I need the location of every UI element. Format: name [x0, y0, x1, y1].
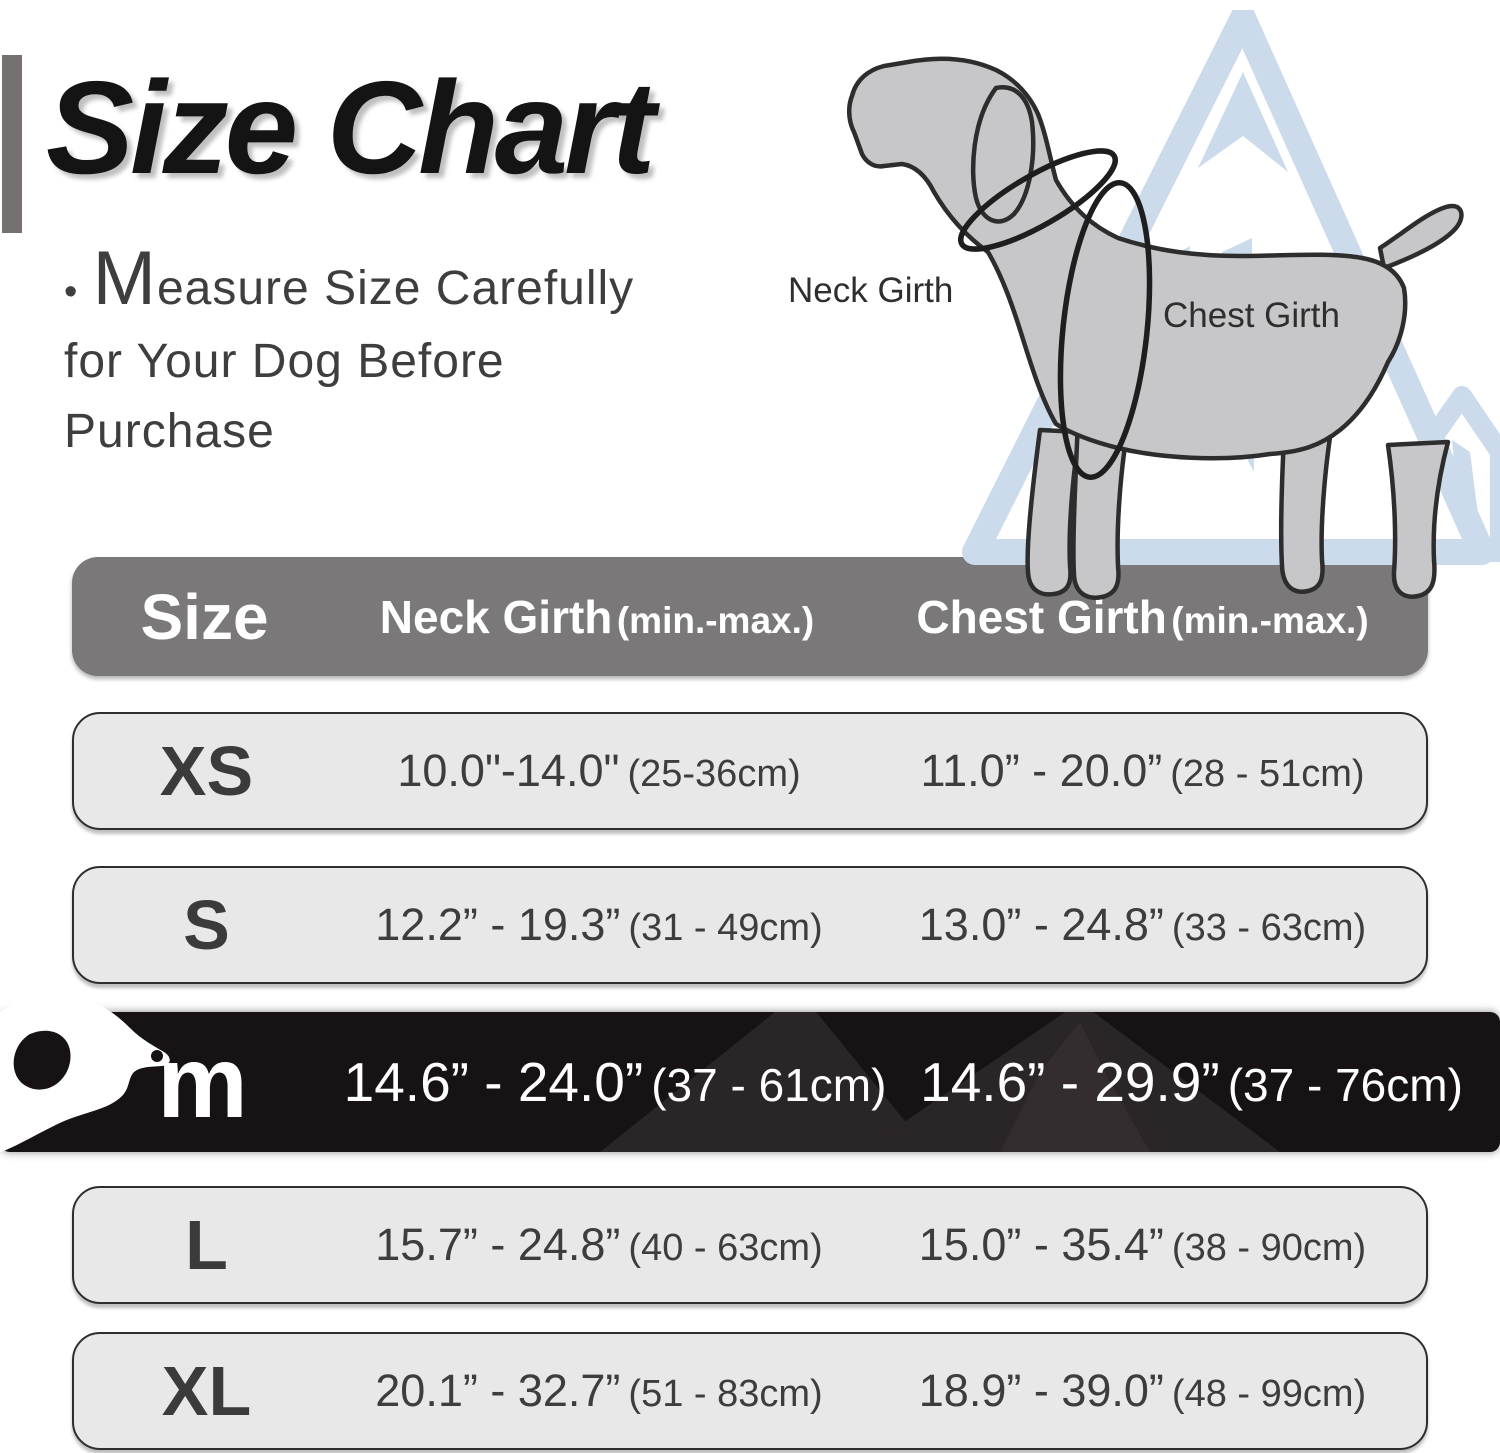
dog-tail: [1377, 203, 1464, 271]
dog-measurement-diagram: Neck Girth Chest Girth: [788, 10, 1500, 600]
neck-girth-value: 12.2” - 19.3” (31 - 49cm): [375, 899, 823, 950]
neck-girth-label: Neck Girth: [788, 271, 953, 310]
size-label: L: [185, 1206, 228, 1284]
neck-girth-loop: [958, 148, 1118, 252]
table-row-s: S 12.2” - 19.3” (31 - 49cm) 13.0” - 24.8”…: [72, 866, 1428, 984]
note-line-1: • Measure Size Carefully: [64, 241, 744, 327]
table-row-xs: XS 10.0"-14.0" (25-36cm) 11.0” - 20.0” (28…: [72, 712, 1428, 830]
header-neck-girth: Neck Girth (min.-max.): [379, 590, 815, 643]
chest-girth-value: 15.0” - 35.4” (38 - 90cm): [918, 1219, 1367, 1270]
size-label: XS: [159, 732, 254, 810]
table-row-xl: XL 20.1” - 32.7” (51 - 83cm) 18.9” - 39.0…: [72, 1332, 1428, 1450]
page-title: Size Chart: [46, 54, 655, 201]
note-line-1-text: easure Size Carefully: [156, 262, 635, 315]
table-header-row: Size Neck Girth (min.-max.) Chest Girth …: [72, 557, 1428, 676]
note-line-2: for Your Dog Before: [64, 335, 505, 388]
neck-girth-value: 15.7” - 24.8” (40 - 63cm): [375, 1219, 823, 1270]
decorative-left-bar: [2, 55, 22, 233]
note-lead-cap: M: [92, 236, 157, 321]
dog-body: [847, 56, 1408, 461]
size-label: S: [183, 886, 230, 964]
dog-head-icon: [0, 994, 170, 1153]
band-mountain-watermark: [0, 1012, 1500, 1152]
neck-girth-value: 20.1” - 32.7” (51 - 83cm): [375, 1365, 823, 1416]
bullet-icon: •: [64, 271, 79, 313]
chest-girth-value: 18.9” - 39.0” (48 - 99cm): [918, 1365, 1367, 1416]
size-label: m: [157, 1025, 248, 1139]
neck-girth-value: 10.0"-14.0" (25-36cm): [397, 745, 801, 796]
size-label: XL: [161, 1352, 252, 1430]
chest-girth-label: Chest Girth: [1163, 296, 1340, 335]
chest-girth-value: 14.6” - 29.9” (37 - 76cm): [920, 1051, 1463, 1113]
chest-girth-value: 11.0” - 20.0” (28 - 51cm): [920, 745, 1365, 796]
note-line-3: Purchase: [64, 405, 275, 458]
dog-legs: [1025, 417, 1451, 600]
chest-girth-loop: [1057, 179, 1153, 481]
header-size: Size: [140, 580, 269, 653]
measure-note: • Measure Size Carefully for Your Dog Be…: [64, 241, 744, 467]
table-row-m-highlighted: m 14.6” - 24.0” (37 - 61cm) 14.6” - 29.9”…: [0, 994, 1500, 1153]
dog-ear: [970, 85, 1036, 224]
header-chest-girth: Chest Girth (min.-max.): [916, 590, 1369, 643]
chest-girth-value: 13.0” - 24.8” (33 - 63cm): [918, 899, 1367, 950]
neck-girth-value: 14.6” - 24.0” (37 - 61cm): [343, 1051, 887, 1113]
table-row-l: L 15.7” - 24.8” (40 - 63cm) 15.0” - 35.4”…: [72, 1186, 1428, 1304]
